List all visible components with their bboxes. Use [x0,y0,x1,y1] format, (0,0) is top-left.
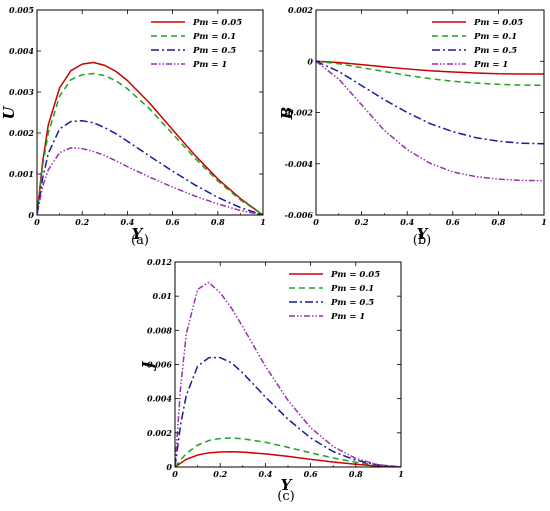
series-line-4 [316,60,544,182]
x-tick-label: 0.8 [211,217,225,227]
x-tick-label: 0 [313,217,319,227]
y-tick-label: -0.006 [285,210,314,220]
x-tick-label: 0.2 [75,217,89,227]
x-axis-label: Y [417,225,429,243]
y-tick-label: 0.005 [9,5,34,15]
x-tick-label: 0 [172,469,178,479]
panel-b: 0 0.2 0.4 0.6 0.8 1 -0.006 -0.004 -0.002 0 0.002 Y B… [278,5,547,248]
series-line-4 [37,147,263,215]
y-tick-label: 0.012 [147,257,172,267]
panel-caption: (b) [413,233,431,248]
legend-label-3: Pm = 0.5 [473,46,517,56]
y-tick-label: 0 [166,462,172,472]
legend-label-1: Pm = 0.05 [473,18,523,28]
x-tick-label: 1 [541,217,547,227]
series-line-1 [316,60,544,75]
panel-caption: (a) [131,233,149,248]
series-line-1 [175,451,401,467]
legend-label-2: Pm = 0.1 [192,32,236,42]
x-tick-label: 0.4 [120,217,134,227]
x-tick-label: 0.4 [258,469,272,479]
x-tick-label: 1 [398,469,404,479]
legend-label-3: Pm = 0.5 [192,46,236,56]
x-tick-label: 0.6 [166,217,180,227]
legend-label-4: Pm = 1 [473,60,508,70]
y-tick-label: 0.002 [9,128,34,138]
y-axis-label: U [0,106,18,120]
y-tick-label: 0.004 [9,46,34,56]
x-tick-label: 0.2 [213,469,227,479]
y-tick-label: 0.003 [9,87,34,97]
series-line-3 [316,60,544,145]
y-tick-label: 0.008 [147,325,172,335]
x-tick-label: 1 [260,217,266,227]
series-line-2 [37,72,263,215]
series-line-3 [175,356,401,467]
x-tick-label: 0.8 [491,217,505,227]
y-tick-label: 0.004 [147,394,172,404]
x-tick-label: 0.4 [400,217,414,227]
x-axis-label: Y [132,225,144,243]
y-axis-label: B [278,107,296,121]
legend-label-4: Pm = 1 [192,60,227,70]
series-line-4 [175,281,401,467]
x-tick-label: 0.2 [355,217,369,227]
legend-label-4: Pm = 1 [330,312,365,322]
series-line-2 [175,437,401,467]
y-tick-label: 0.01 [153,291,172,301]
legend-label-1: Pm = 0.05 [330,270,380,280]
y-tick-label: 0.002 [147,428,172,438]
series-line-1 [37,61,263,215]
panel-caption: (c) [277,489,294,504]
y-tick-label: -0.004 [285,159,314,169]
legend-label-2: Pm = 0.1 [330,284,374,294]
legend-label-1: Pm = 0.05 [192,18,242,28]
y-tick-label: 0 [307,56,313,66]
x-tick-label: 0.8 [349,469,363,479]
x-tick-label: 0.6 [304,469,318,479]
legend-label-3: Pm = 0.5 [330,298,374,308]
y-axis-label: J [139,361,157,372]
y-tick-label: 0 [28,210,34,220]
x-tick-label: 0 [34,217,40,227]
y-tick-label: 0.001 [9,169,34,179]
y-tick-label: -0.002 [285,108,314,118]
series-line-2 [316,60,544,87]
y-tick-label: 0.006 [147,360,172,370]
x-tick-label: 0.6 [446,217,460,227]
panel-a: 0 0.2 0.4 0.6 0.8 1 0 0.001 0.002 0.003 0.004 0.005… [0,5,266,248]
legend-label-2: Pm = 0.1 [473,32,517,42]
x-axis-label: Y [281,476,293,494]
series-line-3 [37,119,263,215]
y-tick-label: 0.002 [288,5,313,15]
panel-c: 0 0.2 0.4 0.6 0.8 1 0 0.002 0.004 0.006 0.008 0.01 0… [139,257,404,504]
